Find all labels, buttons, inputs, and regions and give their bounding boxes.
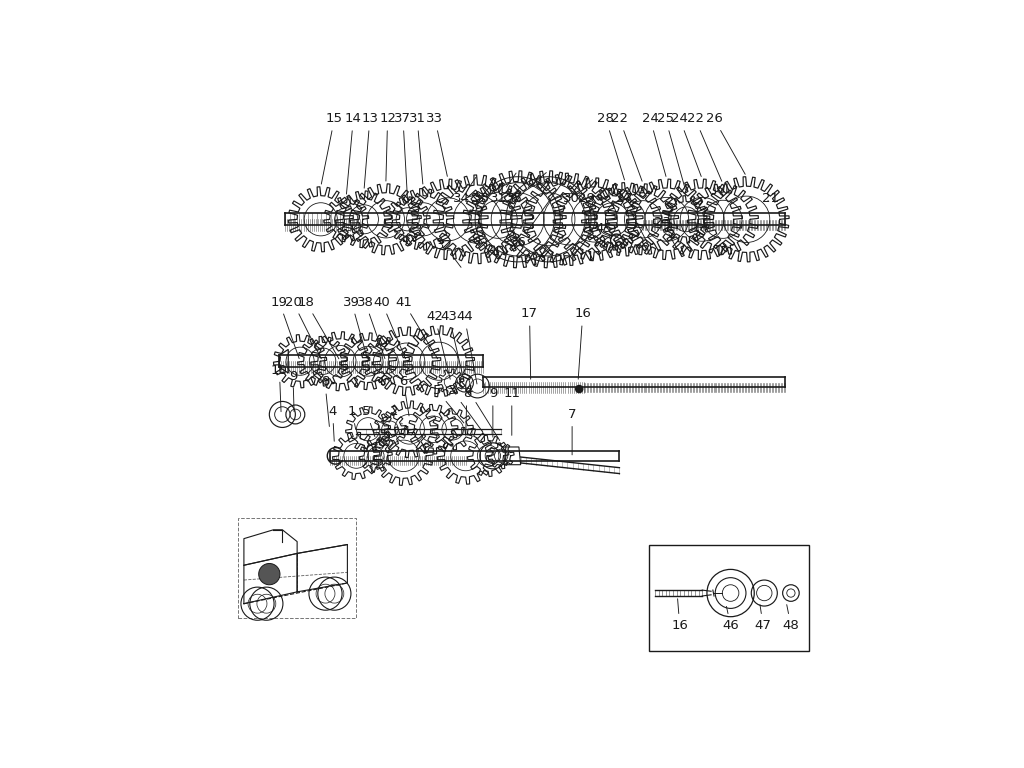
Text: 11: 11 — [503, 387, 520, 435]
Text: 39: 39 — [343, 296, 368, 359]
Text: 44: 44 — [456, 310, 477, 384]
Text: 24: 24 — [642, 112, 666, 177]
Text: 45: 45 — [595, 222, 617, 245]
Text: 46: 46 — [722, 607, 739, 632]
Text: 47: 47 — [755, 604, 771, 632]
Text: 42: 42 — [426, 310, 451, 379]
Text: 33: 33 — [426, 112, 447, 177]
Text: 17: 17 — [521, 307, 538, 379]
Text: 23: 23 — [654, 216, 677, 250]
Text: 9: 9 — [289, 369, 297, 412]
Text: 31: 31 — [489, 173, 516, 205]
Text: 7: 7 — [568, 408, 577, 455]
Text: 4: 4 — [465, 384, 500, 441]
Text: 3: 3 — [449, 384, 483, 432]
Text: 6: 6 — [399, 376, 409, 415]
Text: 22: 22 — [611, 112, 642, 181]
Text: 38: 38 — [356, 296, 385, 359]
Text: 5: 5 — [362, 405, 375, 437]
Text: 20: 20 — [285, 296, 322, 359]
Text: 33: 33 — [473, 186, 496, 205]
Text: 32: 32 — [436, 240, 461, 267]
Text: 27: 27 — [615, 192, 648, 243]
Text: 8: 8 — [463, 387, 471, 435]
Text: 16: 16 — [574, 307, 591, 379]
Text: 13: 13 — [361, 112, 378, 188]
Text: 34: 34 — [453, 177, 476, 205]
Text: 19: 19 — [271, 296, 299, 359]
Text: 30: 30 — [562, 180, 593, 205]
Text: 1: 1 — [348, 405, 356, 429]
Bar — [238, 518, 356, 618]
Text: 4: 4 — [329, 405, 337, 442]
Text: 24: 24 — [672, 112, 701, 177]
Text: 22: 22 — [687, 112, 722, 181]
Text: 43: 43 — [440, 310, 464, 380]
Text: 41: 41 — [395, 296, 437, 359]
Text: 18: 18 — [298, 296, 339, 359]
Text: 12: 12 — [379, 112, 396, 181]
Text: 25: 25 — [657, 112, 685, 190]
Text: 36: 36 — [510, 175, 567, 250]
Text: 40: 40 — [374, 296, 406, 359]
Text: 29: 29 — [579, 188, 610, 205]
Text: 9: 9 — [488, 387, 497, 437]
Circle shape — [259, 564, 280, 584]
Text: 2: 2 — [390, 405, 402, 424]
Text: 10: 10 — [271, 363, 288, 412]
Text: 35: 35 — [506, 173, 547, 205]
Text: 8: 8 — [321, 376, 330, 426]
Text: 48: 48 — [782, 604, 800, 632]
Text: 14: 14 — [345, 112, 361, 194]
Circle shape — [575, 386, 583, 392]
Text: 15: 15 — [322, 112, 343, 184]
Text: 31: 31 — [409, 112, 426, 184]
Text: 5: 5 — [433, 384, 464, 423]
Text: 37: 37 — [394, 112, 412, 200]
Text: 28: 28 — [597, 112, 625, 180]
Text: 21: 21 — [762, 192, 778, 205]
Text: 16: 16 — [672, 599, 688, 632]
Bar — [649, 545, 809, 651]
Text: 26: 26 — [706, 112, 745, 174]
